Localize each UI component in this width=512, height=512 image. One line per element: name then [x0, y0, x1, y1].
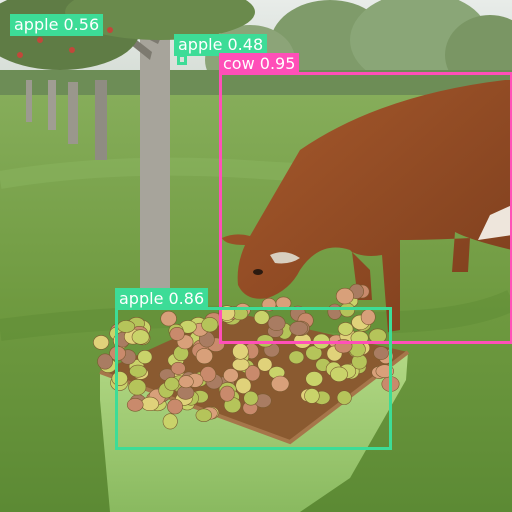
- orchard-trees: [0, 0, 255, 288]
- detection-label-cow: cow 0.95: [219, 53, 300, 75]
- detection-box-cow: [219, 72, 512, 344]
- detection-box-apple-2: [115, 307, 392, 450]
- cow: [222, 80, 512, 332]
- detection-label-apple-2: apple 0.86: [115, 288, 209, 310]
- detection-label-apple-0: apple 0.56: [10, 14, 104, 36]
- detection-label-apple-1: apple 0.48: [174, 34, 268, 56]
